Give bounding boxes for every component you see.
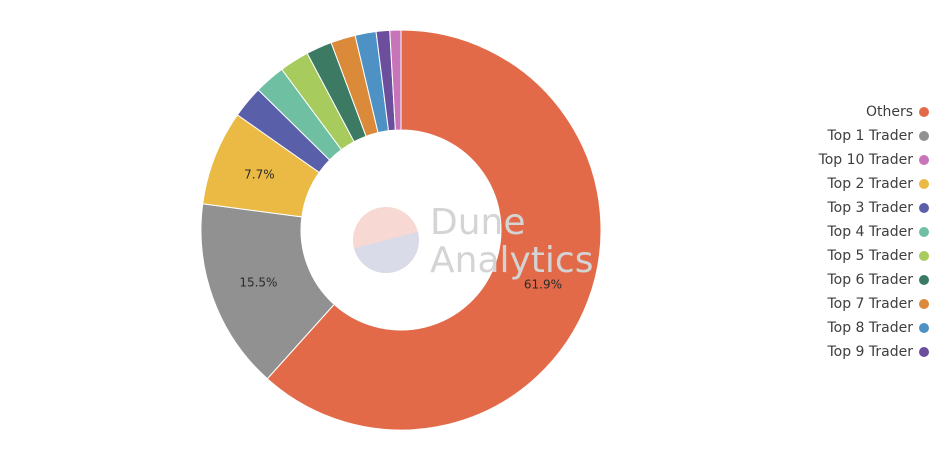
legend-label: Top 4 Trader (827, 224, 913, 240)
dune-watermark: Dune Analytics (353, 202, 593, 281)
legend-item-top-5-trader[interactable]: Top 5 Trader (819, 244, 929, 268)
legend-swatch (919, 107, 929, 117)
legend-item-top-7-trader[interactable]: Top 7 Trader (819, 292, 929, 316)
legend-item-others[interactable]: Others (819, 100, 929, 124)
data-label-top-2-trader: 7.7% (244, 168, 275, 182)
legend-swatch (919, 323, 929, 333)
legend-swatch (919, 251, 929, 261)
legend-item-top-1-trader[interactable]: Top 1 Trader (819, 124, 929, 148)
legend-swatch (919, 347, 929, 357)
data-label-top-1-trader: 15.5% (239, 276, 277, 290)
legend-item-top-8-trader[interactable]: Top 8 Trader (819, 316, 929, 340)
legend-label: Top 9 Trader (827, 344, 913, 360)
legend-label: Top 8 Trader (827, 320, 913, 336)
slice-top-10-trader[interactable] (389, 29, 402, 131)
slice-top-1-trader[interactable] (200, 203, 335, 380)
legend-swatch (919, 155, 929, 165)
watermark-logo-bottom (354, 231, 419, 273)
legend-swatch (919, 227, 929, 237)
legend-label: Top 7 Trader (827, 296, 913, 312)
legend-swatch (919, 299, 929, 309)
legend-item-top-9-trader[interactable]: Top 9 Trader (819, 340, 929, 364)
legend-label: Top 5 Trader (827, 248, 913, 264)
legend-item-top-2-trader[interactable]: Top 2 Trader (819, 172, 929, 196)
legend-item-top-3-trader[interactable]: Top 3 Trader (819, 196, 929, 220)
legend-swatch (919, 203, 929, 213)
chart-legend: Others Top 1 Trader Top 10 Trader Top 2 Tra… (819, 100, 929, 364)
legend-swatch (919, 275, 929, 285)
legend-label: Top 1 Trader (827, 128, 913, 144)
data-label-others: 61.9% (524, 277, 562, 291)
legend-item-top-6-trader[interactable]: Top 6 Trader (819, 268, 929, 292)
legend-item-top-4-trader[interactable]: Top 4 Trader (819, 220, 929, 244)
watermark-word-1: Dune (430, 202, 526, 243)
slice-others[interactable] (266, 29, 602, 431)
data-labels-group: 61.9% 15.5% 7.7% (239, 168, 562, 292)
legend-label: Top 2 Trader (827, 176, 913, 192)
legend-swatch (919, 179, 929, 189)
legend-label: Top 3 Trader (827, 200, 913, 216)
slices-group (200, 29, 602, 431)
legend-label: Top 10 Trader (818, 152, 913, 168)
legend-label: Top 6 Trader (827, 272, 913, 288)
watermark-word-2: Analytics (430, 240, 593, 281)
legend-label: Others (865, 104, 913, 120)
legend-swatch (919, 131, 929, 141)
legend-item-top-10-trader[interactable]: Top 10 Trader (819, 148, 929, 172)
